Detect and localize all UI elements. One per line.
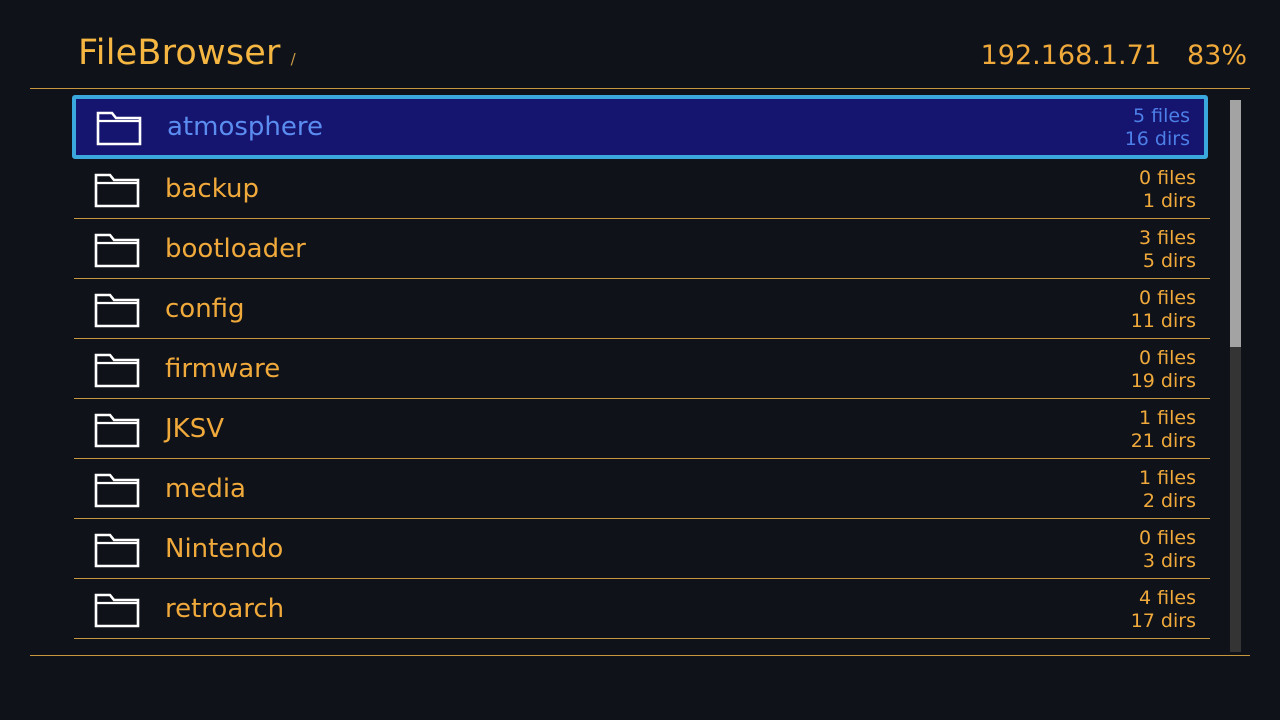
file-count-label: 0 files bbox=[1139, 346, 1196, 369]
row-divider bbox=[74, 578, 1210, 579]
file-list-row-name: media bbox=[165, 474, 246, 504]
file-list-row-name: Nintendo bbox=[165, 534, 284, 564]
file-list-inner: atmosphere 5 files 16 dirs backup 0 files 1 d… bbox=[0, 95, 1218, 639]
vertical-scrollbar-thumb[interactable] bbox=[1230, 100, 1241, 347]
file-count-label: 1 files bbox=[1139, 406, 1196, 429]
folder-icon bbox=[94, 290, 140, 328]
row-divider bbox=[74, 398, 1210, 399]
file-list-row-name: firmware bbox=[165, 354, 281, 384]
file-list-row-name: atmosphere bbox=[167, 112, 323, 142]
footer-bar: 1 / 16 RAppYMenuXOptionsBBackAOpen bbox=[0, 656, 1280, 720]
file-count-label: 0 files bbox=[1139, 526, 1196, 549]
file-list-row[interactable]: Nintendo 0 files 3 dirs bbox=[74, 519, 1210, 579]
file-list-row[interactable]: media 1 files 2 dirs bbox=[74, 459, 1210, 519]
folder-icon bbox=[94, 530, 140, 568]
file-count-label: 4 files bbox=[1139, 586, 1196, 609]
file-list[interactable]: atmosphere 5 files 16 dirs backup 0 files 1 d… bbox=[0, 95, 1218, 655]
file-list-row-counts: 0 files 19 dirs bbox=[1131, 347, 1196, 392]
header-bar: FileBrowser / 192.168.1.71 83% bbox=[0, 0, 1280, 90]
row-divider bbox=[74, 458, 1210, 459]
folder-icon bbox=[94, 470, 140, 508]
dir-count-label: 21 dirs bbox=[1130, 429, 1196, 452]
ip-address-label: 192.168.1.71 bbox=[980, 40, 1161, 71]
folder-icon bbox=[94, 170, 140, 208]
vertical-scrollbar-track[interactable] bbox=[1230, 100, 1241, 652]
file-count-label: 0 files bbox=[1139, 286, 1196, 309]
header-divider bbox=[30, 88, 1250, 89]
file-list-row-counts: 0 files 1 dirs bbox=[1139, 167, 1196, 212]
dir-count-label: 17 dirs bbox=[1130, 609, 1196, 632]
folder-icon bbox=[94, 350, 140, 388]
dir-count-label: 11 dirs bbox=[1130, 309, 1196, 332]
file-list-row[interactable]: retroarch 4 files 17 dirs bbox=[74, 579, 1210, 639]
row-divider bbox=[74, 638, 1210, 639]
file-list-row[interactable]: backup 0 files 1 dirs bbox=[74, 159, 1210, 219]
folder-icon bbox=[94, 410, 140, 448]
file-list-row-counts: 1 files 2 dirs bbox=[1139, 467, 1196, 512]
file-count-label: 0 files bbox=[1139, 166, 1196, 189]
file-list-row-counts: 3 files 5 dirs bbox=[1139, 227, 1196, 272]
file-list-row[interactable]: bootloader 3 files 5 dirs bbox=[74, 219, 1210, 279]
status-group: 192.168.1.71 83% bbox=[981, 40, 1247, 71]
title-group: FileBrowser / bbox=[78, 33, 296, 73]
file-list-row-selected[interactable]: atmosphere 5 files 16 dirs bbox=[72, 95, 1208, 159]
file-list-row-name: config bbox=[165, 294, 245, 324]
dir-count-label: 5 dirs bbox=[1142, 249, 1196, 272]
file-count-label: 1 files bbox=[1139, 466, 1196, 489]
folder-icon bbox=[94, 230, 140, 268]
file-list-row-counts: 4 files 17 dirs bbox=[1131, 587, 1196, 632]
dir-count-label: 19 dirs bbox=[1130, 369, 1196, 392]
file-list-row-name: bootloader bbox=[165, 234, 306, 264]
file-list-row[interactable]: JKSV 1 files 21 dirs bbox=[74, 399, 1210, 459]
footer-divider bbox=[30, 655, 1250, 656]
file-list-row[interactable]: firmware 0 files 19 dirs bbox=[74, 339, 1210, 399]
file-list-row-counts: 1 files 21 dirs bbox=[1131, 407, 1196, 452]
folder-icon bbox=[94, 590, 140, 628]
dir-count-label: 2 dirs bbox=[1142, 489, 1196, 512]
file-count-label: 3 files bbox=[1139, 226, 1196, 249]
battery-percent-label: 83% bbox=[1186, 40, 1247, 71]
file-list-row-name: backup bbox=[165, 174, 259, 204]
file-list-row-name: retroarch bbox=[165, 594, 285, 624]
file-count-label: 5 files bbox=[1133, 104, 1190, 127]
file-list-row[interactable]: config 0 files 11 dirs bbox=[74, 279, 1210, 339]
row-divider bbox=[74, 218, 1210, 219]
dir-count-label: 1 dirs bbox=[1142, 189, 1196, 212]
folder-icon bbox=[96, 108, 142, 146]
page-title: FileBrowser bbox=[78, 33, 281, 73]
file-list-row-counts: 0 files 11 dirs bbox=[1131, 287, 1196, 332]
dir-count-label: 3 dirs bbox=[1142, 549, 1196, 572]
dir-count-label: 16 dirs bbox=[1124, 127, 1190, 150]
file-list-row-counts: 0 files 3 dirs bbox=[1139, 527, 1196, 572]
file-list-row-counts: 5 files 16 dirs bbox=[1125, 105, 1190, 150]
file-list-row-name: JKSV bbox=[165, 414, 225, 444]
row-divider bbox=[74, 518, 1210, 519]
breadcrumb: / bbox=[290, 50, 296, 68]
row-divider bbox=[74, 338, 1210, 339]
row-divider bbox=[74, 278, 1210, 279]
